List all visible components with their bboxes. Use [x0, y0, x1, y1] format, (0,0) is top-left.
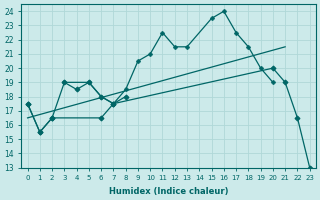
X-axis label: Humidex (Indice chaleur): Humidex (Indice chaleur)	[109, 187, 228, 196]
